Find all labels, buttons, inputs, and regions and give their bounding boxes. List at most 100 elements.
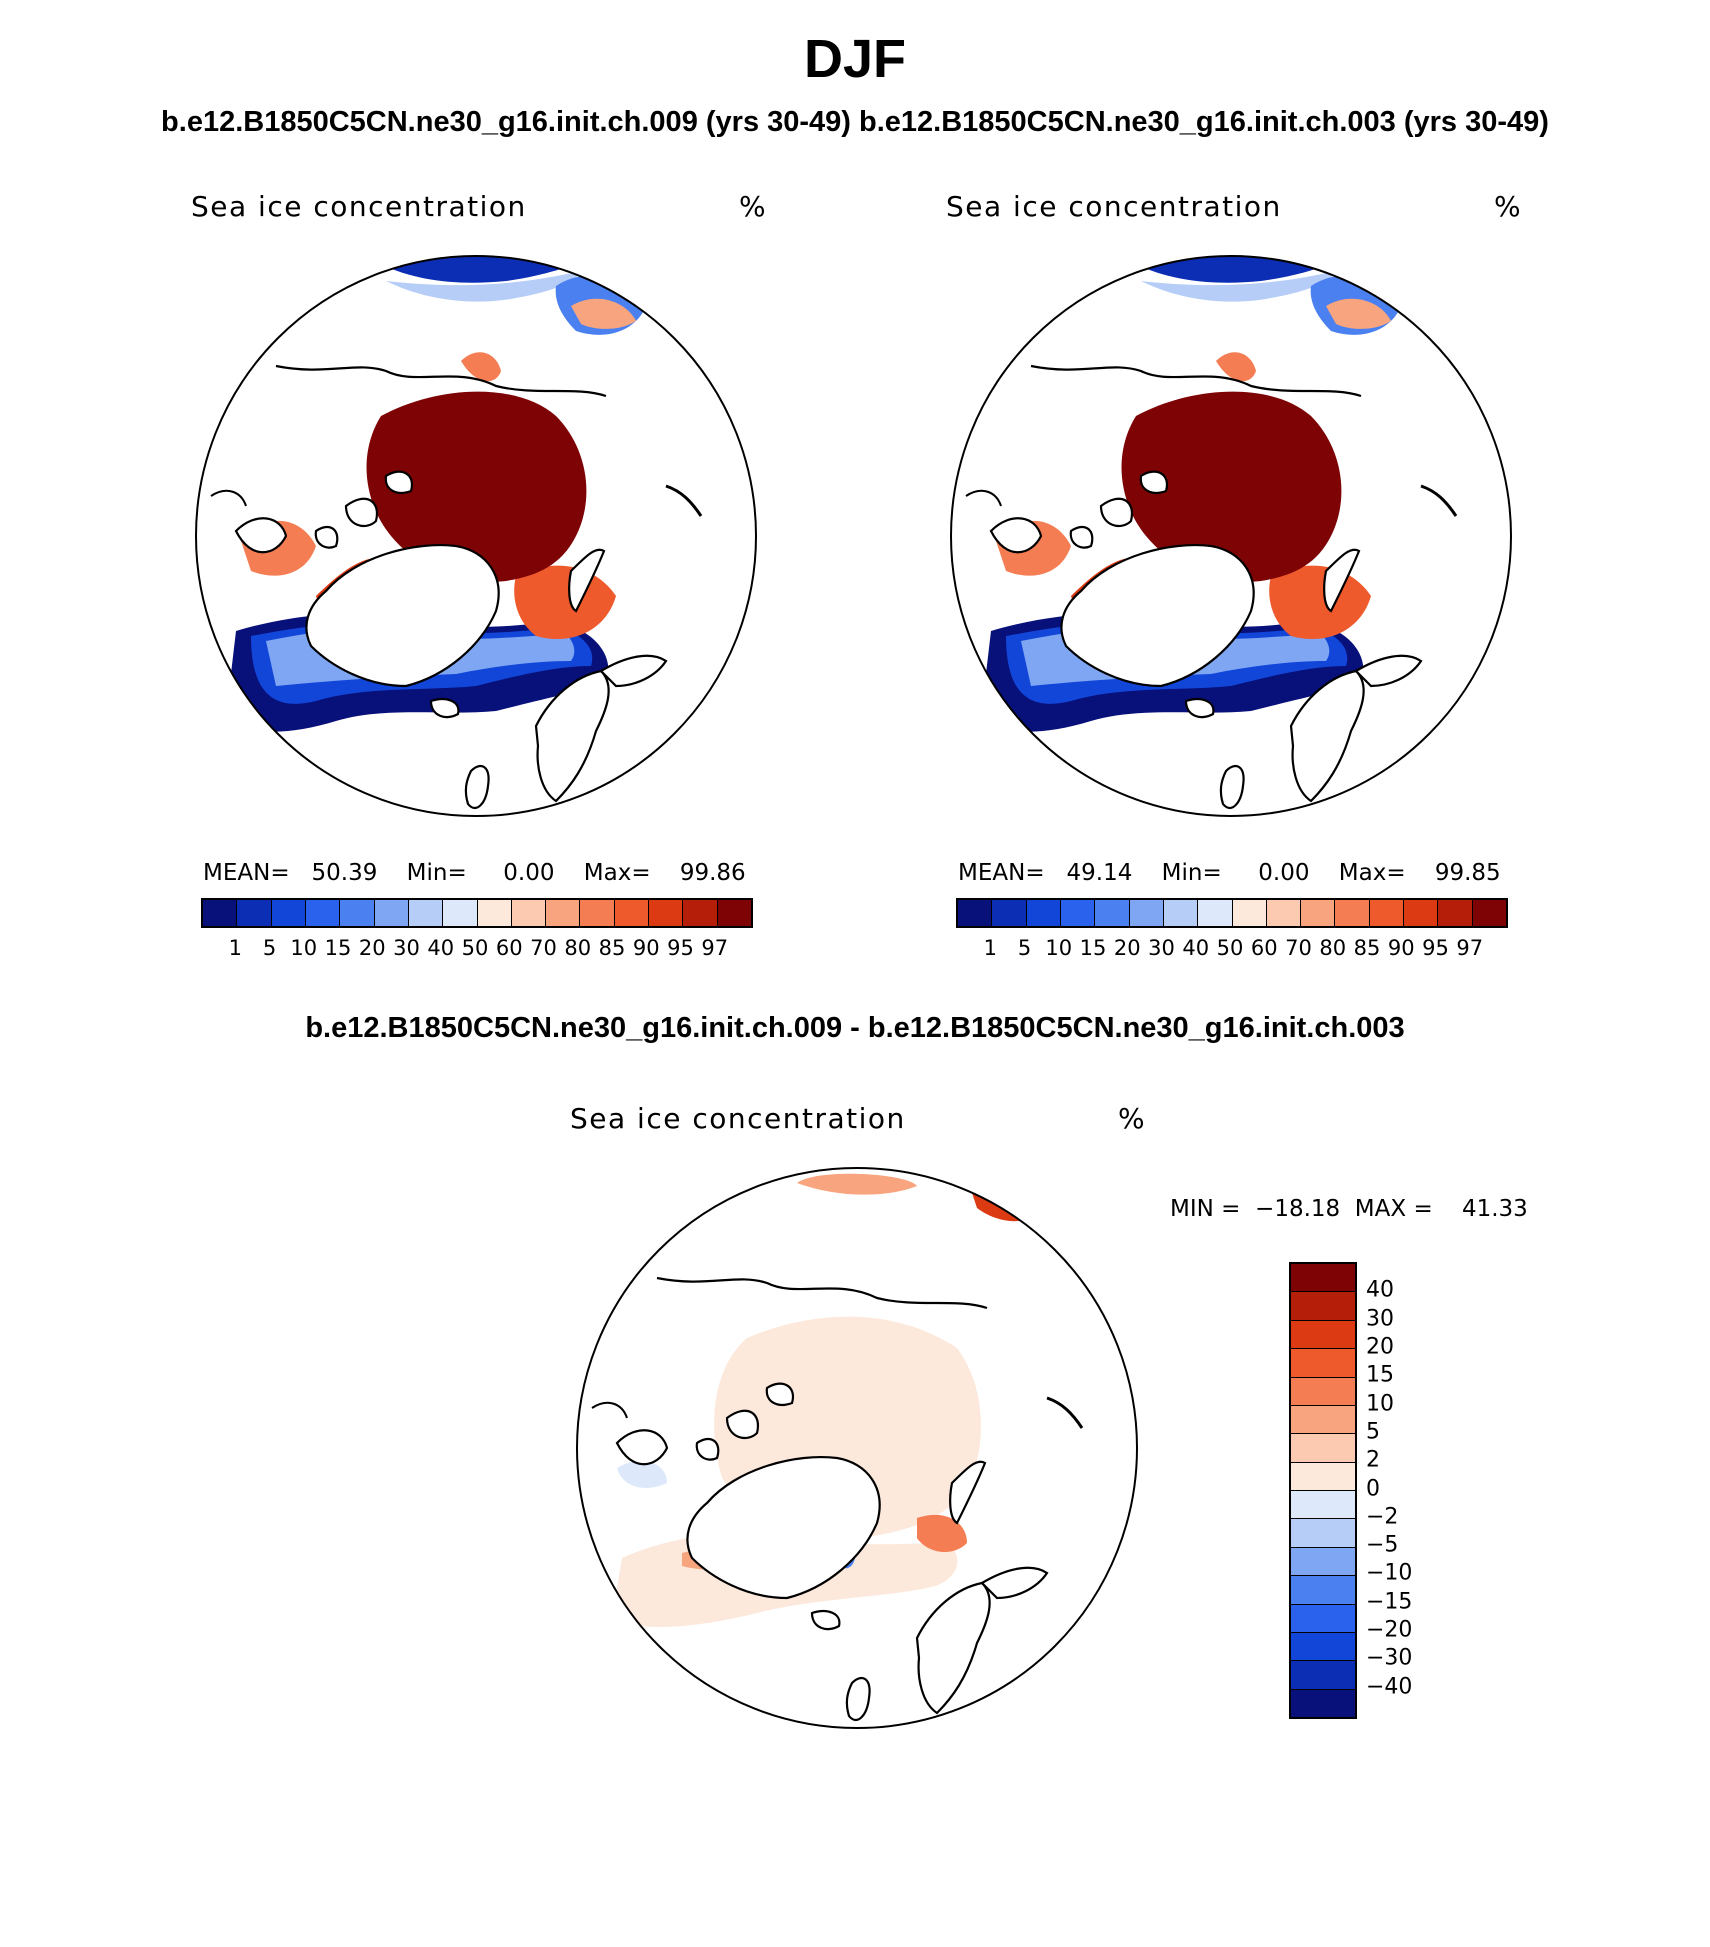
colorbar-box: [1291, 1462, 1355, 1491]
colorbar-tick-label: 50: [1216, 936, 1244, 960]
colorbar-box: [1291, 1434, 1355, 1463]
land-outline: [989, 517, 1043, 554]
land-outline: [695, 1437, 720, 1461]
map-boundary: [195, 255, 757, 817]
colorbar-box: [1291, 1405, 1355, 1435]
panel1-min-label: Min=: [406, 860, 467, 886]
colorbar-box: [1291, 1519, 1355, 1548]
panel3-minmax: MIN = −18.18 MAX = 41.33: [1170, 1196, 1528, 1222]
colorbar-tick-label: −5: [1366, 1532, 1399, 1558]
colorbar-box: [1291, 1547, 1355, 1577]
land-outline: [464, 764, 490, 810]
colorbar-tick-label: 20: [358, 936, 386, 960]
panel1-max-value: 99.86: [679, 860, 746, 886]
colorbar-box: [1026, 900, 1061, 926]
colorbar-tick-label: 30: [1366, 1306, 1394, 1332]
colorbar-box: [477, 900, 512, 926]
coastline: [1030, 364, 1362, 398]
land-outline: [810, 1609, 841, 1631]
field-contour: [571, 298, 636, 329]
field-contour: [1141, 271, 1336, 302]
colorbar-tick-label: 10: [1045, 936, 1073, 960]
colorbar-tick-label: 20: [1113, 936, 1141, 960]
colorbar-tick-label: 97: [1456, 936, 1484, 960]
panel2-units: %: [1494, 190, 1523, 223]
panel1-mean-value: 50.39: [311, 860, 378, 886]
colorbar-box: [1291, 1576, 1355, 1605]
colorbar-box: [992, 900, 1027, 926]
field-contour: [1121, 391, 1342, 582]
panel1-units: %: [739, 190, 768, 223]
field-contour: [797, 1173, 917, 1195]
land-outline: [1139, 470, 1169, 494]
colorbar-box: [1060, 900, 1096, 926]
map-boundary: [950, 255, 1512, 817]
colorbar-tick-label: 15: [324, 936, 352, 960]
main-title: DJF: [803, 29, 906, 89]
panel1-min-value: 0.00: [503, 860, 555, 886]
colorbar-tick-label: 20: [1366, 1334, 1394, 1360]
land-outline: [568, 548, 606, 613]
colorbar-box: [1291, 1264, 1355, 1293]
colorbar-box: [340, 900, 375, 926]
panel3-difference-map: [576, 1167, 1138, 1729]
colorbar-box: [546, 900, 581, 926]
colorbar-box: [1095, 900, 1130, 926]
field-contour: [366, 391, 587, 582]
colorbar-tick-label: 1: [228, 936, 242, 960]
colorbar-tick-label: 40: [427, 936, 455, 960]
colorbar-box: [1335, 900, 1370, 926]
coastline: [210, 489, 247, 507]
field-contour: [514, 565, 616, 640]
colorbar-box: [443, 900, 478, 926]
colorbar-box: [305, 900, 341, 926]
land-outline: [615, 1429, 669, 1466]
colorbar-tick-label: 95: [1422, 936, 1449, 960]
coastline: [656, 1276, 988, 1310]
colorbar-box: [1404, 900, 1439, 926]
panel1-mean-label: MEAN=: [203, 860, 290, 886]
map-field: [577, 1168, 1137, 1728]
colorbar-tick-label: 85: [1353, 936, 1381, 960]
colorbar-tick-label: 10: [290, 936, 318, 960]
panel2-mean-label: MEAN=: [958, 860, 1045, 886]
case-subtitle: b.e12.B1850C5CN.ne30_g16.init.ch.009 (yr…: [161, 106, 1549, 138]
colorbar-tick-label: 85: [598, 936, 626, 960]
field-contour: [1216, 352, 1256, 382]
colorbar-tick-label: 97: [701, 936, 729, 960]
colorbar-tick-label: 90: [632, 936, 660, 960]
land-outline: [344, 497, 379, 528]
panel2-stats: MEAN= 49.14 Min= 0.00 Max= 99.85: [958, 860, 1501, 886]
colorbar-tick-label: 5: [1017, 936, 1032, 960]
colorbar-tick-label: 40: [1366, 1277, 1394, 1303]
colorbar-tick-label: 15: [1079, 936, 1107, 960]
colorbar-tick-label: −20: [1366, 1617, 1413, 1643]
colorbar-tick-label: −30: [1366, 1645, 1413, 1671]
colorbar-tick-label: 70: [530, 936, 557, 960]
panel2-colorbar: [956, 898, 1508, 928]
panel1-variable-title: Sea ice concentration: [191, 190, 527, 223]
land-outline: [1323, 548, 1361, 613]
colorbar-box: [1369, 900, 1405, 926]
map-field: [196, 256, 756, 816]
colorbar-tick-label: 30: [1148, 936, 1175, 960]
panel1-colorbar: [201, 898, 753, 928]
colorbar-box: [683, 900, 718, 926]
colorbar-box: [1198, 900, 1233, 926]
panel2-max-value: 99.85: [1434, 860, 1501, 886]
field-contour: [917, 1514, 967, 1553]
colorbar-tick-label: 2: [1366, 1447, 1380, 1473]
panel1-polar-map: [195, 255, 757, 817]
colorbar-tick-label: 0: [1366, 1476, 1380, 1501]
colorbar-tick-label: 30: [393, 936, 420, 960]
colorbar-box: [649, 900, 684, 926]
field-contour: [1269, 565, 1371, 640]
colorbar-box: [1291, 1292, 1355, 1321]
colorbar-box: [1291, 1377, 1355, 1406]
panel3-min-label: MIN =: [1170, 1196, 1241, 1222]
colorbar-box: [958, 900, 993, 926]
colorbar-tick-label: 40: [1182, 936, 1210, 960]
colorbar-tick-label: 90: [1387, 936, 1415, 960]
land-outline: [1354, 654, 1423, 688]
colorbar-box: [614, 900, 650, 926]
